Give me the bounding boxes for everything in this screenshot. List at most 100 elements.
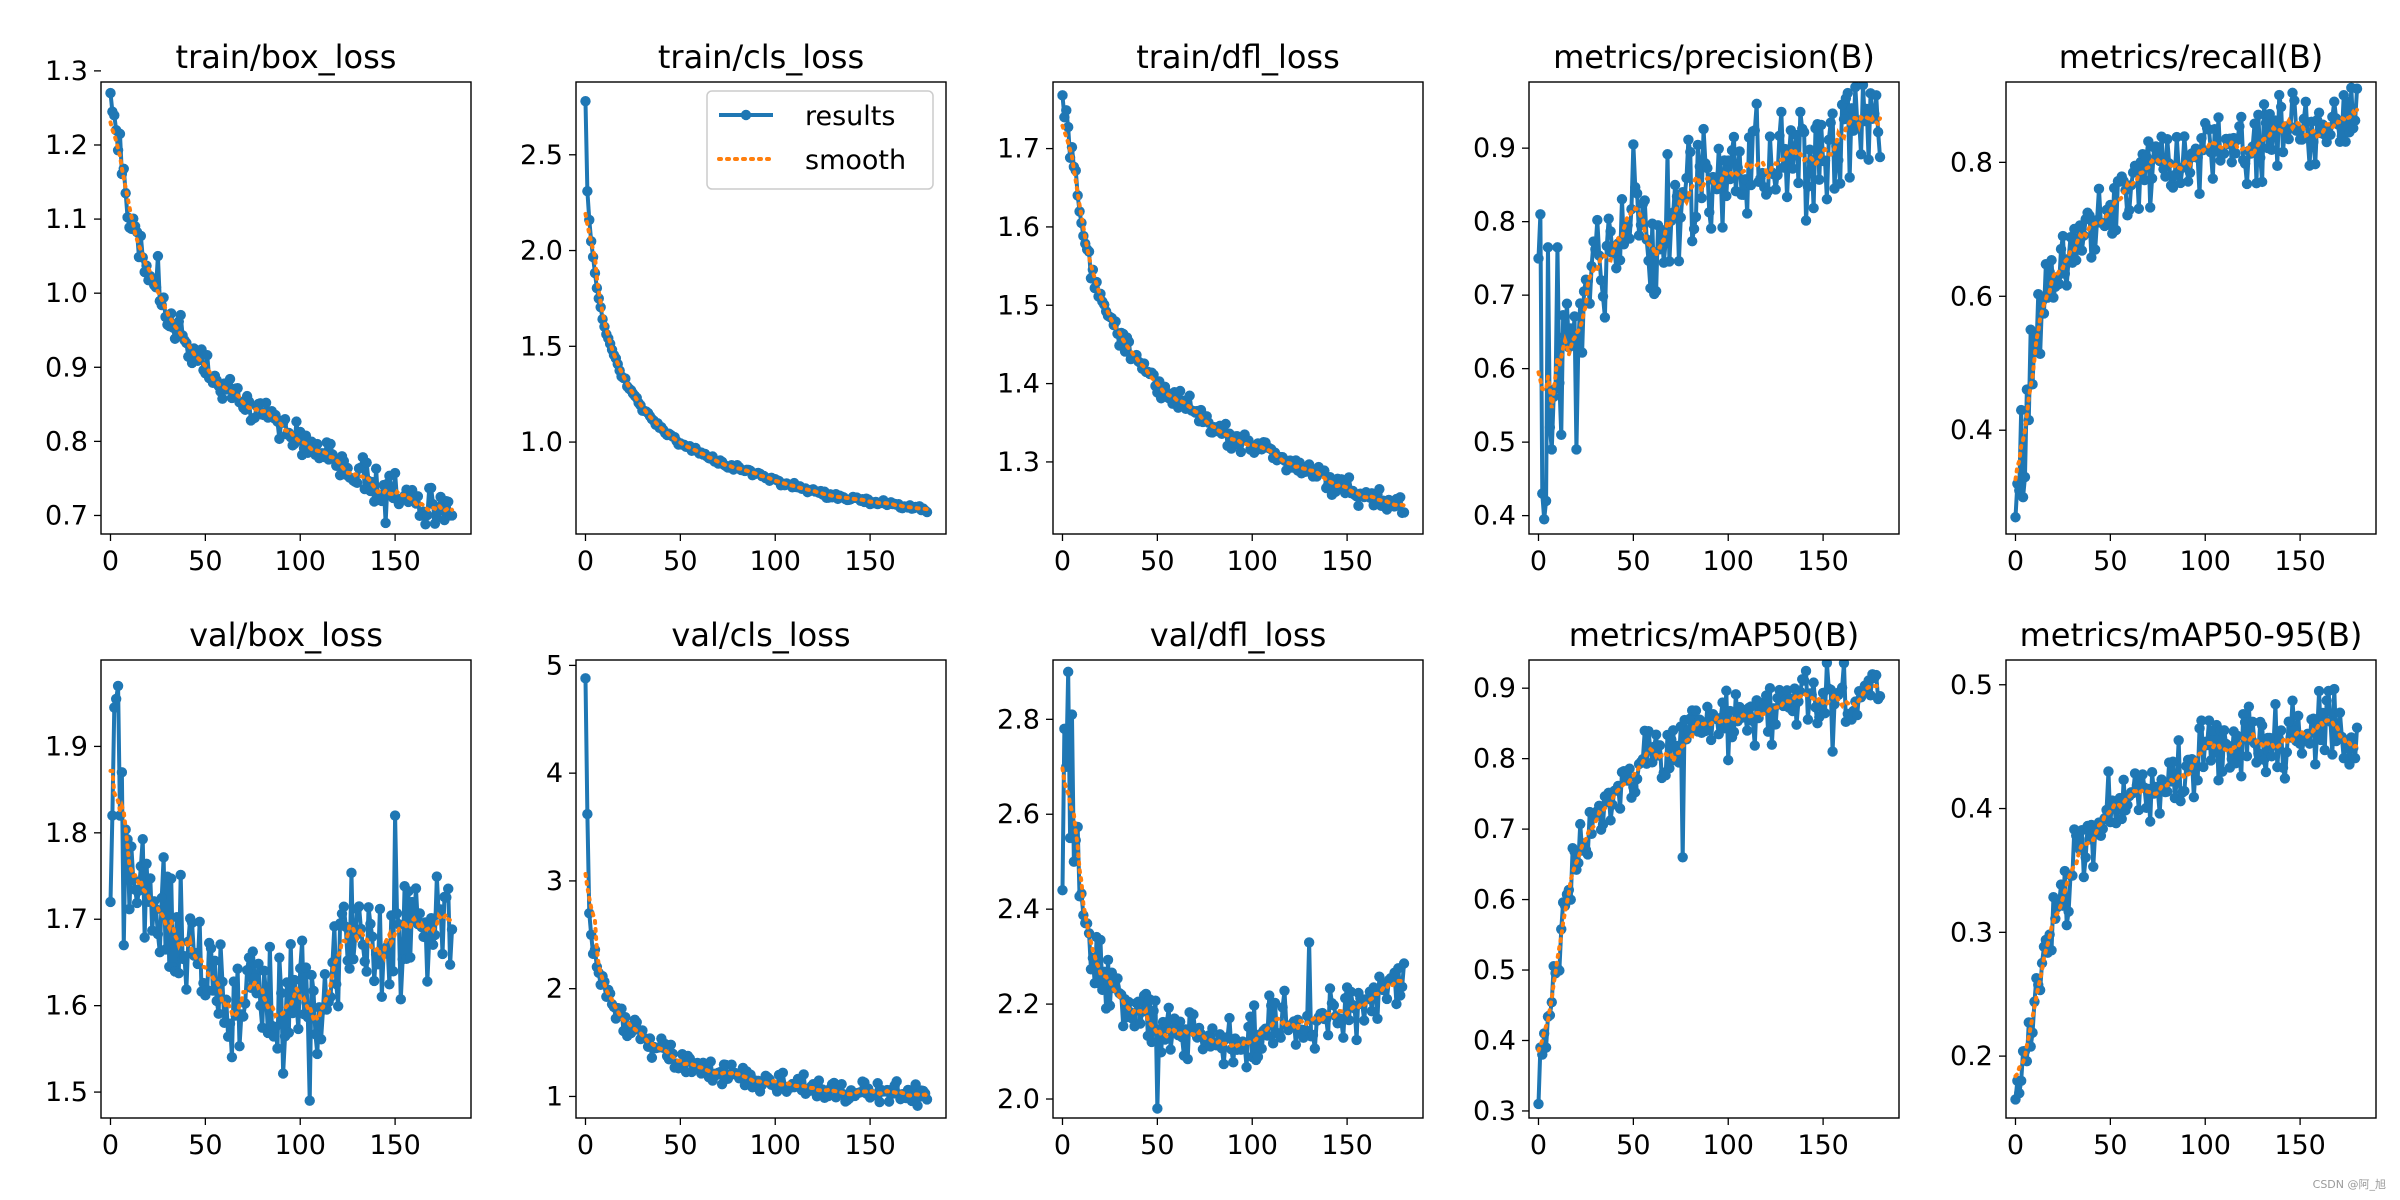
results-point [1846,103,1857,114]
results-point [2103,219,2114,230]
results-point [1730,689,1742,700]
results-point [1535,209,1546,220]
x-tick-label: 50 [1140,1130,1174,1161]
results-point [2274,89,2285,101]
results-point [308,985,319,997]
results-point [1184,390,1195,401]
results-point [1366,1005,1377,1017]
results-point [291,416,302,427]
x-tick-label: 150 [1321,546,1373,577]
results-point [2289,95,2300,106]
panel-train-dfl-loss: train/dfl_loss 0 50 100 150 1.3 1.4 1.5 1.6 1.7 [997,38,1424,577]
results-point [357,939,369,951]
results-point [1343,1014,1355,1026]
axes-frame [1528,81,1900,535]
results-point [1669,179,1681,191]
results-point [1742,725,1753,736]
results-point [1800,215,1812,226]
results-point [1252,1051,1264,1063]
x-tick-label: 50 [663,546,697,577]
results-point [2213,775,2224,786]
y-tick-label: 2.0 [520,236,563,267]
results-point [2055,879,2067,890]
results-point [582,185,593,197]
results-point [2213,112,2224,123]
results-point [1764,682,1776,694]
results-point [1395,492,1406,503]
y-tick-label: 0.6 [1473,354,1516,385]
results-point [2182,176,2194,187]
x-tick-label: 0 [577,1130,594,1161]
results-point [388,966,399,977]
results-point [1322,1029,1334,1041]
results-point [1324,983,1336,994]
results-point [1396,981,1408,993]
results-point [1612,780,1624,792]
results-point [2179,131,2190,142]
results-point [1702,701,1713,713]
series-group [1057,90,1410,519]
results-point [2310,759,2321,770]
results-point [2241,750,2253,762]
smooth-line [1536,114,1883,409]
results-point [1544,422,1556,433]
results-point [1351,1034,1362,1046]
results-point [173,967,184,979]
results-point [272,1043,283,1054]
results-point [374,903,386,915]
results-point [427,939,439,950]
axes-frame [100,81,472,535]
results-point [279,414,291,425]
results-point [268,1031,279,1042]
results-point [2260,766,2272,778]
results-point [224,1018,236,1029]
results-point [726,1059,737,1070]
results-point [431,871,443,882]
results-point [1575,298,1586,309]
results-point [1726,145,1738,156]
panel-val-box-loss: val/box_loss 0 50 100 150 1.5 1.6 1.7 1.8 1.9 [45,616,472,1161]
results-point [359,956,370,967]
panel-metrics-precision-b-: metrics/precision(B) 0 50 100 150 0.4 0.5 0.6 0.… [1473,38,1900,577]
results-point [312,438,323,450]
results-point [883,1096,895,1107]
results-point [2349,115,2361,126]
results-point [255,1000,266,1011]
results-point [175,869,186,881]
results-point [2162,134,2173,145]
results-point [705,1056,716,1067]
results-point [1872,126,1884,138]
results-point [1749,125,1760,136]
results-point [1683,134,1694,145]
y-tick-label: 1.0 [520,427,563,458]
results-point [1307,1029,1319,1041]
results-point [2124,205,2135,216]
results-point [2116,813,2127,825]
y-tick-label: 1.1 [45,204,88,235]
results-point [2071,255,2082,266]
results-point [1269,997,1281,1009]
results-point [112,680,124,692]
results-point [1795,106,1806,118]
results-point [346,867,357,879]
results-point [1664,256,1675,267]
y-tick-label: 0.7 [45,500,88,531]
results-point [1821,660,1833,669]
x-tick-label: 150 [1797,546,1849,577]
results-point [2061,919,2072,931]
panel-val-cls-loss: val/cls_loss 0 50 100 150 1 2 3 4 5 [546,616,947,1161]
y-tick-label: 0.8 [1473,744,1516,775]
results-point [1639,195,1650,206]
results-point [389,810,401,821]
results-point [1827,746,1838,757]
results-point [2247,716,2258,728]
results-point [1533,253,1544,264]
y-tick-label: 0.8 [45,426,88,457]
results-point [2196,715,2207,726]
results-point [141,858,152,869]
results-point [1235,446,1247,458]
results-point [441,892,452,903]
results-point [2275,101,2287,113]
results-point [2133,203,2145,214]
y-tick-label: 3 [546,866,563,897]
